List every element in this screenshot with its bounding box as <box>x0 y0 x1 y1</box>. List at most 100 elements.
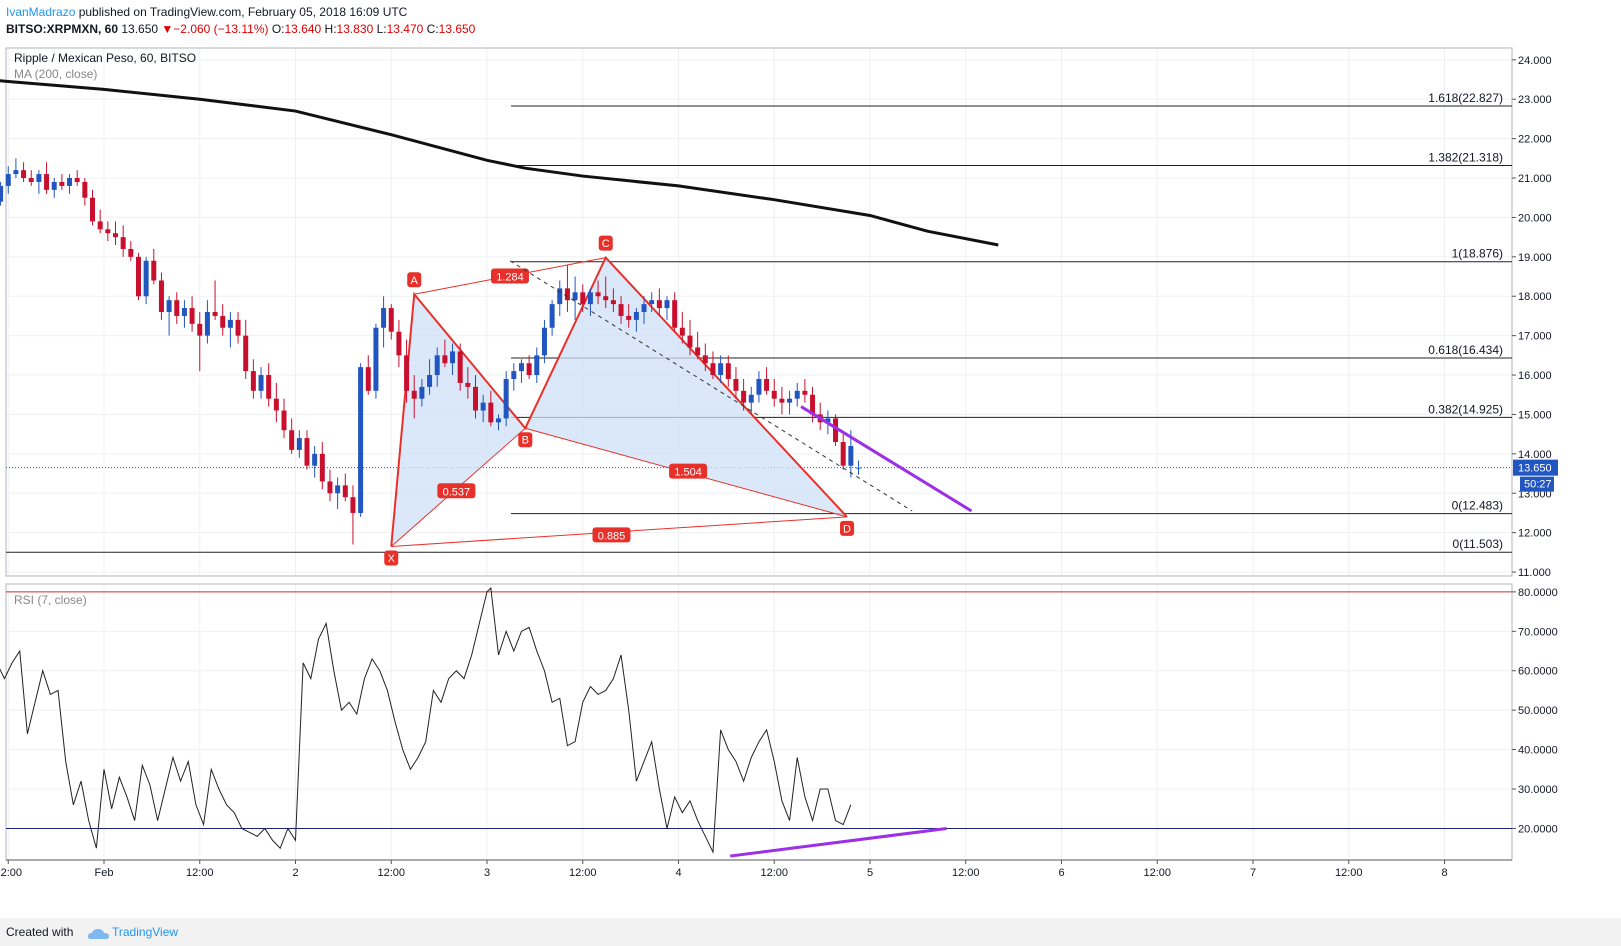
rsi-tick-label: 50.0000 <box>1518 705 1558 717</box>
candle-body <box>67 178 73 186</box>
candle-body <box>587 292 593 305</box>
candle-body <box>59 181 65 186</box>
rsi-tick-label: 60.0000 <box>1518 666 1558 678</box>
candle-body <box>151 260 157 281</box>
chart-canvas[interactable]: 1.618(22.827) 1.382(21.318) 1(18.876) 0.618… <box>0 40 1621 918</box>
candle-body <box>51 181 57 190</box>
main-pane-title: Ripple / Mexican Peso, 60, BITSO <box>14 51 196 65</box>
candle-body <box>649 300 655 305</box>
rsi-divergence-line[interactable] <box>730 826 947 858</box>
axes[interactable]: 24.000 23.000 22.000 21.000 20.000 19.000 18.0… <box>0 55 1558 879</box>
point-label-a <box>407 272 422 288</box>
price-tick-label: 23.000 <box>1518 94 1552 106</box>
candle-body <box>526 363 532 376</box>
candle-body <box>802 390 808 395</box>
rsi-tick-label: 40.0000 <box>1518 745 1558 757</box>
last-price-tag <box>1513 459 1558 476</box>
open-value: 13.640 <box>284 22 322 36</box>
candle-body <box>518 363 524 372</box>
candle-body <box>618 304 624 316</box>
point-label-d <box>840 520 855 536</box>
point-label-text: C <box>602 238 610 250</box>
candle-body <box>204 312 210 336</box>
candle-body <box>28 178 34 182</box>
fib-level-label: 1.618(22.827) <box>1428 91 1503 105</box>
time-tick-label: 12:00 <box>1143 867 1171 879</box>
candle-body <box>243 335 249 372</box>
candle-body <box>358 367 364 513</box>
candle-body <box>82 181 88 198</box>
price-divergence-line[interactable] <box>800 405 973 513</box>
moving-average <box>0 79 999 247</box>
candle-body <box>641 304 647 312</box>
candle-body <box>633 312 639 320</box>
candle-body <box>174 300 180 316</box>
candle-body <box>595 292 601 297</box>
candle-body <box>564 288 570 301</box>
point-label-text: X <box>388 553 396 565</box>
candle-body <box>495 418 501 423</box>
candle-body <box>227 319 233 328</box>
trend-lines[interactable] <box>509 260 973 513</box>
candle-body <box>656 300 662 309</box>
published-text: published on TradingView.com, February 0… <box>75 5 408 19</box>
candle-body <box>281 410 287 431</box>
publish-header: IvanMadrazo published on TradingView.com… <box>0 0 1621 40</box>
candle-body <box>725 363 731 379</box>
candle-body <box>442 355 448 364</box>
tradingview-link[interactable]: TradingView <box>112 925 179 939</box>
price-change: ▼−2.060 (−13.11%) <box>161 22 269 36</box>
price-tick-label: 18.000 <box>1518 291 1552 303</box>
created-with-text: Created with <box>6 925 74 939</box>
candle-body <box>557 288 563 305</box>
candle-body <box>465 382 471 387</box>
open-label: O: <box>271 22 285 36</box>
point-label-text: A <box>411 275 419 287</box>
candle-body <box>365 367 371 391</box>
time-tick-label: 8 <box>1441 867 1447 879</box>
candle-body <box>748 394 754 403</box>
ratio-label <box>592 527 631 543</box>
candle-body <box>112 233 118 238</box>
candle-body <box>36 174 42 182</box>
candle-body <box>450 351 456 364</box>
candle-body <box>672 300 678 328</box>
ma-legend: MA (200, close) <box>14 67 97 81</box>
ratio-label-text: 0.537 <box>443 486 471 498</box>
candle-body <box>350 497 356 513</box>
candle-body <box>610 300 616 305</box>
ratio-label-text: 0.885 <box>598 530 626 542</box>
last-price-tag-text: 13.650 <box>1518 463 1552 475</box>
ratio-label <box>490 268 529 284</box>
price-tick-label: 16.000 <box>1518 370 1552 382</box>
candle-body <box>235 319 241 336</box>
candle-body <box>13 170 19 175</box>
candle-body <box>580 292 586 305</box>
fib-level-label: 1(18.876) <box>1452 247 1503 261</box>
candle-body <box>718 363 724 376</box>
tradingview-cloud-icon <box>88 929 109 939</box>
candle-body <box>825 418 831 423</box>
ratio-label-text: 1.284 <box>496 272 524 284</box>
candle-body <box>534 355 540 376</box>
ratio-label <box>437 483 476 499</box>
candle-body <box>135 256 141 297</box>
candle-body <box>105 229 111 234</box>
ma200-line <box>0 79 999 247</box>
rsi-pane-frame <box>5 583 1513 861</box>
point-label-x <box>384 550 399 566</box>
time-tick-label: 7 <box>1250 867 1256 879</box>
time-tick-label: 6 <box>1058 867 1064 879</box>
publisher-username[interactable]: IvanMadrazo <box>6 5 76 19</box>
candle-body <box>327 481 333 494</box>
dashed-trendline[interactable] <box>509 260 913 512</box>
candlestick-series <box>0 158 862 545</box>
candle-body <box>258 375 264 391</box>
price-tick-label: 19.000 <box>1518 252 1552 264</box>
candle-body <box>373 327 379 391</box>
time-tick-label: 5 <box>867 867 873 879</box>
candle-body <box>411 390 417 399</box>
harmonic-pattern[interactable] <box>390 255 848 547</box>
candle-body <box>419 386 425 399</box>
point-label-text: B <box>522 435 529 447</box>
